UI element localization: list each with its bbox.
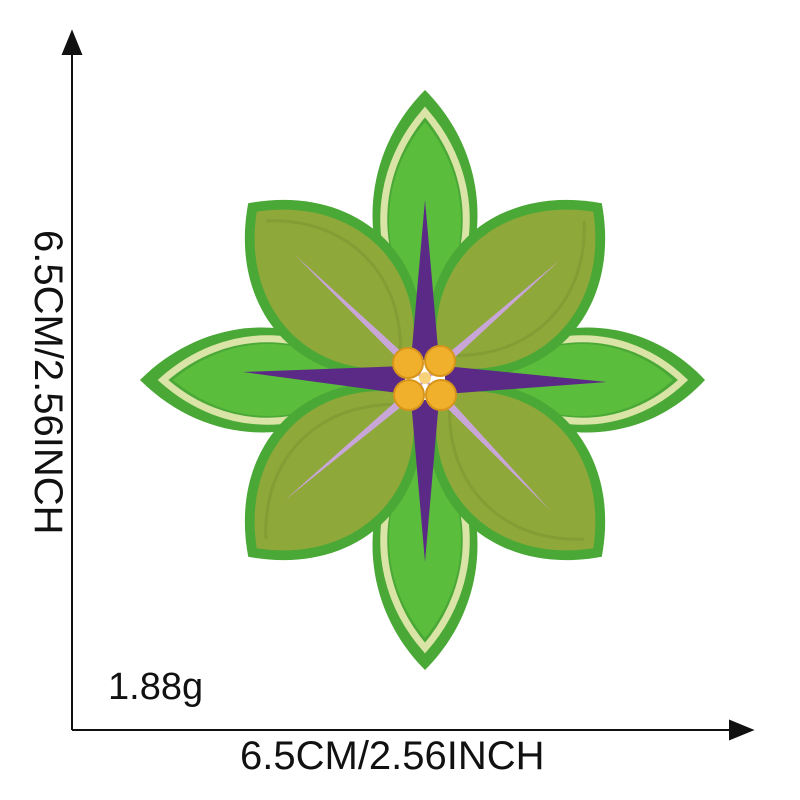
flower-center bbox=[392, 345, 457, 411]
embroidered-flower-patch-image bbox=[140, 90, 705, 670]
inner-petals bbox=[244, 199, 606, 561]
purple-star bbox=[243, 200, 607, 562]
height-dimension-label: 6.5CM/2.56INCH bbox=[26, 230, 70, 535]
arrow-right-icon bbox=[729, 719, 755, 741]
lavender-star bbox=[285, 255, 560, 510]
weight-label: 1.88g bbox=[108, 666, 204, 708]
width-dimension-label: 6.5CM/2.56INCH bbox=[240, 734, 545, 778]
dimension-axes bbox=[61, 29, 755, 741]
arrow-up-icon bbox=[61, 29, 83, 55]
